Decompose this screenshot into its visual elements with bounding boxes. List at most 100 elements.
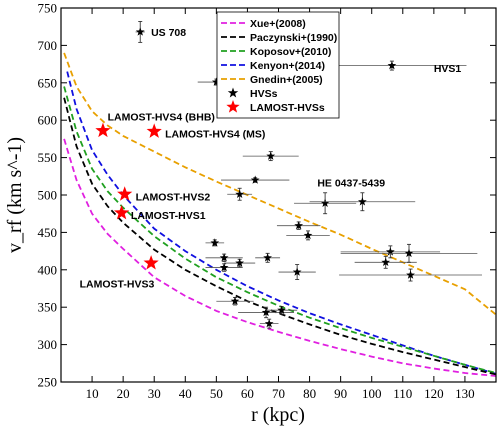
hvs-point — [135, 21, 145, 43]
hvs-star-marker — [303, 230, 313, 240]
x-tick-label: 40 — [179, 386, 192, 401]
hvs-point — [340, 243, 478, 263]
hvs-star-marker — [292, 267, 302, 276]
y-tick-label: 650 — [38, 75, 58, 90]
annotation-label: LAMOST-HVS2 — [136, 191, 211, 203]
legend-box — [216, 11, 340, 119]
annotation-label: HE 0437-5439 — [317, 177, 385, 189]
hvs-point — [216, 296, 254, 306]
y-tick-label: 500 — [38, 188, 58, 203]
y-tick-label: 400 — [38, 262, 58, 277]
hvs-point — [205, 262, 243, 272]
hvs-point — [317, 60, 467, 71]
hvs-star-marker — [264, 319, 274, 328]
x-tick-label: 70 — [272, 386, 285, 401]
curve-gnedin-2005- — [63, 52, 496, 316]
x-tick-label: 60 — [241, 386, 254, 401]
legend-entry: Gnedin+(2005) — [221, 74, 323, 86]
hvs-star-marker — [320, 198, 330, 207]
x-tick-label: 100 — [362, 386, 382, 401]
legend-entry: Paczynski+(1990) — [221, 32, 337, 44]
hvs-point — [242, 151, 299, 162]
legend: Xue+(2008) Paczynski+(1990) Koposov+(2010)… — [216, 11, 340, 119]
hvs-star-marker — [261, 307, 271, 317]
lamost-points — [95, 122, 162, 270]
legend-swatch-star — [226, 100, 240, 113]
x-tick-label: 120 — [424, 386, 444, 401]
lamost-star-marker — [146, 123, 162, 138]
hvs-star-marker — [210, 238, 220, 247]
curve-kenyon-2014- — [66, 71, 496, 375]
hvs-point — [205, 253, 243, 263]
legend-label: LAMOST-HVSs — [250, 102, 325, 114]
y-tick-label: 550 — [38, 150, 58, 165]
hvs-point — [221, 175, 290, 184]
legend-label: Koposov+(2010) — [250, 46, 331, 58]
annotation-label: LAMOST-HVS4 (MS) — [165, 129, 265, 141]
y-tick-label: 750 — [38, 1, 58, 16]
legend-entry: Kenyon+(2014) — [221, 60, 325, 72]
x-tick-label: 80 — [303, 386, 316, 401]
hvs-star-marker — [135, 27, 145, 36]
x-tick-label: 30 — [148, 386, 161, 401]
curve-xue-2008- — [63, 138, 496, 377]
annotation-label: LAMOST-HVS4 (BHB) — [108, 111, 215, 123]
y-tick-label: 450 — [38, 225, 58, 240]
hvs-star-marker — [230, 296, 240, 305]
hvs-points — [135, 21, 483, 329]
legend-label: Paczynski+(1990) — [250, 32, 337, 44]
hvs-point — [286, 230, 330, 241]
hvs-point — [354, 255, 417, 269]
annotation-label: LAMOST-HVS3 — [80, 278, 155, 290]
lamost-star-marker — [113, 204, 130, 220]
x-axis-label: r (kpc) — [251, 404, 305, 426]
x-tick-label: 10 — [86, 386, 99, 401]
legend-entry: Koposov+(2010) — [221, 46, 331, 58]
curve-koposov-2010- — [63, 86, 496, 374]
y-tick-label: 250 — [38, 375, 58, 390]
annotation-label: US 708 — [151, 27, 186, 39]
x-tick-label: 110 — [393, 386, 412, 401]
annotation-label: HVS1 — [434, 63, 462, 75]
y-tick-label: 300 — [38, 337, 58, 352]
hvs-point — [266, 305, 298, 315]
hvs-point — [278, 264, 316, 280]
annotation-label: LAMOST-HVS1 — [131, 210, 206, 222]
legend-entry: Xue+(2008) — [221, 18, 306, 30]
lamost-star-marker — [143, 255, 159, 270]
legend-label: Xue+(2008) — [250, 18, 306, 30]
axis-ticks: 10 20 30 40 50 60 70 80 90 100 110 120 130 250 300 350 4… — [38, 1, 496, 401]
hvs-point — [238, 306, 295, 319]
hvs-star-marker — [294, 221, 304, 230]
hvs-star-marker — [266, 151, 276, 160]
x-tick-label: 20 — [117, 386, 130, 401]
legend-entry: LAMOST-HVSs — [226, 100, 325, 114]
hvs-point — [224, 258, 256, 268]
hvs-star-marker — [404, 248, 414, 258]
y-tick-label: 350 — [38, 300, 58, 315]
y-axis-label: v_rf (km s^-1) — [4, 137, 26, 253]
hvs-point — [276, 221, 321, 230]
legend-entry: HVSs — [227, 87, 278, 100]
hvs-star-marker — [277, 305, 286, 314]
legend-label: Gnedin+(2005) — [250, 74, 323, 86]
hvs-star-marker — [406, 270, 415, 279]
lamost-star-marker — [95, 122, 111, 138]
legend-label: Kenyon+(2014) — [250, 60, 325, 72]
hvs-point — [227, 187, 253, 201]
hvs-point — [309, 192, 416, 212]
hvs-star-marker — [235, 189, 245, 198]
hvs-star-marker — [263, 253, 272, 262]
x-tick-label: 50 — [210, 386, 223, 401]
hvs-star-marker — [250, 175, 260, 184]
hvs-point — [205, 238, 225, 247]
hvs-point — [339, 268, 483, 282]
legend-label: HVSs — [250, 88, 278, 100]
hvs-point — [294, 192, 357, 215]
y-tick-label: 700 — [38, 38, 58, 53]
hvs-point — [340, 245, 441, 259]
annotations: US 708 HVS1 LAMOST-HVS4 (BHB) LAMOST-HVS4 (… — [80, 27, 462, 290]
legend-swatch-star — [227, 87, 239, 98]
hvs-star-marker — [219, 253, 229, 262]
